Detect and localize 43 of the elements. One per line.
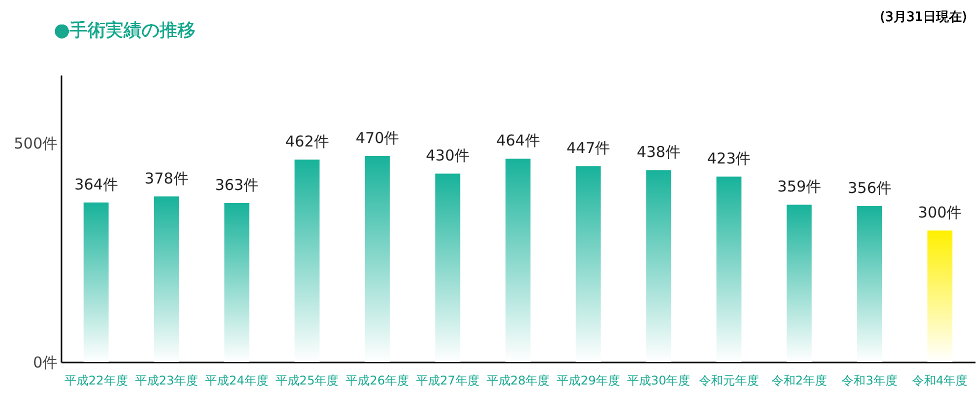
data-label: 300件: [918, 204, 962, 222]
data-label: 356件: [848, 179, 892, 198]
data-label: 378件: [144, 169, 188, 188]
data-label: 447件: [566, 139, 610, 158]
x-tick-label: 平成30年度: [626, 374, 690, 388]
text: (3月31日現在): [880, 10, 967, 25]
x-tick-label: 平成22年度: [64, 374, 128, 388]
x-tick-label: 平成29年度: [556, 374, 620, 388]
chart-title: ●手術実績の推移: [54, 20, 196, 41]
bar: [927, 230, 952, 362]
data-label: 423件: [707, 150, 751, 168]
y-tick-label: 500件: [14, 134, 58, 152]
x-tick-label: 令和元年度: [698, 374, 759, 388]
data-label: 364件: [74, 176, 118, 194]
bar: [364, 156, 390, 362]
x-tick-label: 令和3年度: [842, 374, 898, 388]
x-tick-label: 平成27年度: [416, 374, 480, 388]
bar: [154, 196, 179, 362]
bar: [294, 160, 320, 362]
bar: [646, 170, 672, 362]
data-label: 438件: [636, 143, 680, 162]
data-label: 462件: [285, 132, 329, 151]
y-tick-label: 0件: [32, 354, 58, 372]
bar: [786, 204, 812, 362]
data-label: 430件: [426, 146, 470, 165]
x-tick-label: 平成28年度: [486, 374, 550, 388]
bar: [435, 174, 460, 362]
bar: [506, 158, 530, 362]
data-label: 464件: [496, 132, 540, 150]
x-tick-label: 平成25年度: [275, 374, 339, 388]
x-tick-label: 令和2年度: [771, 374, 828, 388]
data-label: 470件: [356, 129, 400, 148]
bar: [716, 176, 742, 362]
data-label: 359件: [777, 178, 822, 196]
x-tick-label: 平成24年度: [205, 374, 268, 388]
x-tick-label: 平成26年度: [346, 374, 410, 388]
x-tick-label: 平成23年度: [134, 374, 198, 388]
bar: [857, 206, 882, 362]
bar: [84, 202, 109, 362]
bar: [576, 166, 601, 362]
x-tick-label: 令和4年度: [912, 374, 968, 388]
bar: [224, 202, 250, 362]
data-label: 363件: [214, 176, 259, 194]
